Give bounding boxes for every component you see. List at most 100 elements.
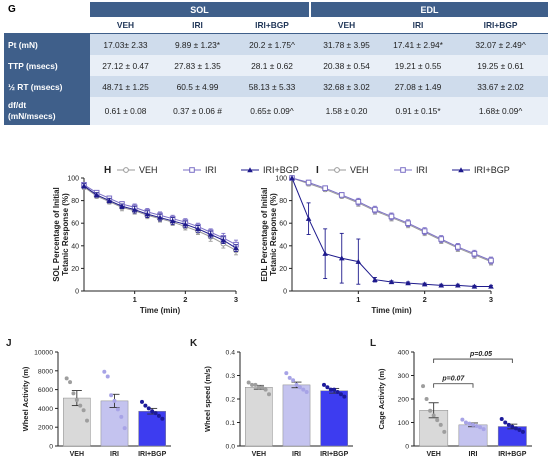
i-x-axis-label: Time (min) (371, 306, 412, 315)
data-point (488, 257, 494, 264)
group-header-edl: EDL (309, 2, 549, 17)
table-row: TTP (msecs) 27.12 ± 0.47 27.83 ± 1.35 28… (4, 55, 549, 76)
data-point (322, 250, 328, 256)
row-label: Pt (mN) (4, 33, 90, 55)
data-point (338, 192, 345, 198)
i-line-chart: 0 20 40 60 80 100 1 2 3 Time (min) EDL Percentage … (260, 175, 494, 315)
table-cell: 17.03± 2.33 (90, 33, 161, 55)
k-scatter-point (335, 389, 340, 394)
column-header: IRI (383, 17, 454, 34)
k-scatter-point (253, 382, 258, 387)
data-point (169, 218, 176, 224)
data-point (106, 197, 113, 203)
j-y-tick-label: 8000 (38, 368, 53, 375)
i-y-tick-label: 0 (283, 289, 287, 296)
i-y-axis-label-line2: Tetanic Response (%) (269, 193, 278, 276)
data-point (220, 237, 227, 243)
data-point (119, 203, 125, 209)
k-y-tick-label: 0.3 (226, 373, 236, 380)
table-cell: 32.68 ± 3.02 (310, 76, 384, 97)
data-point (405, 220, 411, 226)
i-legend-label: IRI (416, 165, 428, 175)
table-cell: 19.21 ± 0.55 (383, 55, 454, 76)
table-cell: 28.1 ± 0.62 (234, 55, 311, 76)
j-y-tick-label: 10000 (34, 350, 53, 357)
i-legend-label: IRI+BGP (474, 165, 510, 175)
table-cell: 27.08 ± 1.49 (383, 76, 454, 97)
h-y-tick-label: 40 (71, 243, 79, 250)
j-scatter-point (119, 414, 124, 419)
column-header: VEH (90, 17, 161, 34)
j-scatter-point (105, 374, 110, 379)
table-cell: 60.5 ± 4.99 (161, 76, 234, 97)
table-cell: 17.41 ± 2.94* (383, 33, 454, 55)
table-row: Pt (mN) 17.03± 2.33 9.89 ± 1.23* 20.2 ± … (4, 33, 549, 55)
k-scatter-point (342, 394, 347, 399)
h-y-tick-label: 100 (67, 176, 79, 183)
data-point (355, 258, 362, 264)
l-x-tick-label: IRI+BGP (498, 451, 527, 458)
k-scatter-point (301, 387, 306, 392)
i-y-axis-label: EDL Percentage of Initial (260, 187, 269, 281)
panel-label-i: I (316, 165, 319, 176)
l-scatter-point (499, 416, 504, 421)
header-corner (4, 17, 90, 34)
j-bar (138, 410, 166, 447)
i-series-2 (289, 175, 494, 289)
data-point (455, 244, 461, 250)
h-y-axis-label: SOL Percentage of Initial (52, 187, 61, 282)
k-scatter-point (291, 378, 296, 383)
j-scatter-point (68, 380, 73, 385)
results-table: G SOL EDL VEH IRI IRI+BGP VEH IRI IRI+BG… (4, 2, 549, 125)
l-scatter-point (474, 424, 479, 429)
k-bar-chart: 0.0 0.1 0.2 0.3 0.4 Wheel speed (m/s) VEH IRI IR… (203, 350, 353, 458)
data-point (405, 280, 411, 286)
l-scatter-point (428, 408, 433, 413)
h-x-axis-label: Time (min) (140, 306, 181, 315)
data-point (372, 276, 378, 282)
h-x-tick-label: 3 (234, 295, 238, 304)
h-legend-label: IRI+BGP (263, 165, 299, 175)
data-point (355, 198, 362, 205)
table-row: ½ RT (msecs) 48.71 ± 1.25 60.5 ± 4.99 58… (4, 76, 549, 97)
h-y-tick-label: 20 (71, 266, 79, 273)
k-y-tick-label: 0.2 (226, 397, 236, 404)
table-cell: 27.12 ± 0.47 (90, 55, 161, 76)
k-x-tick-label: IRI+BGP (320, 451, 349, 458)
j-scatter-point (74, 397, 79, 402)
l-x-tick-label: IRI (469, 451, 478, 458)
j-x-tick-label: IRI+BGP (138, 451, 167, 458)
data-point (131, 206, 138, 212)
table-cell: 0.65± 0.09^ (234, 97, 311, 125)
k-scatter-point (287, 375, 292, 380)
i-x-tick-label: 1 (356, 295, 360, 304)
h-x-tick-label: 2 (183, 295, 187, 304)
data-point (471, 283, 478, 289)
l-y-tick-label: 100 (398, 420, 410, 427)
l-scatter-point (442, 429, 447, 434)
data-point (438, 282, 445, 288)
i-legend-label: VEH (350, 165, 369, 175)
data-point (322, 185, 328, 191)
data-point (305, 179, 312, 186)
j-scatter-point (81, 408, 86, 413)
data-point (195, 226, 201, 232)
table-cell: 20.38 ± 0.54 (310, 55, 384, 76)
data-point (488, 283, 494, 289)
l-significance-bracket (433, 383, 474, 388)
l-scatter-point (503, 420, 508, 425)
l-p-value-label: p=0.05 (469, 351, 492, 358)
k-scatter-point (256, 385, 261, 390)
j-y-tick-label: 2000 (38, 425, 53, 432)
k-y-tick-label: 0.4 (226, 350, 236, 357)
i-y-tick-label: 40 (279, 243, 287, 250)
j-scatter-point (143, 403, 148, 408)
l-scatter-point (481, 427, 486, 432)
k-scatter-point (246, 380, 251, 385)
j-scatter-point (71, 391, 76, 396)
column-header: IRI+BGP (234, 17, 311, 34)
k-bar (282, 384, 311, 447)
j-scatter-point (150, 409, 155, 414)
panel-label-l: L (370, 338, 376, 349)
